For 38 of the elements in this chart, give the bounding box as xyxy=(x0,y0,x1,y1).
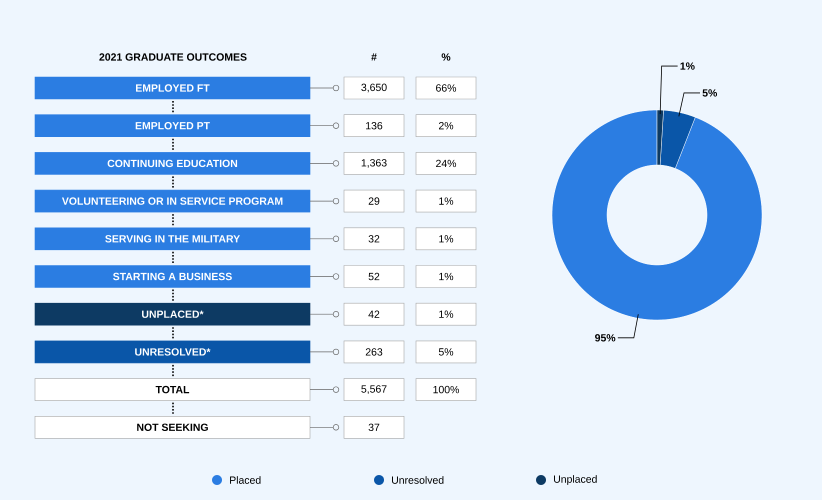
text: 136 xyxy=(366,122,382,130)
legend-label: Unresolved xyxy=(392,476,444,484)
text: 32 xyxy=(368,235,380,243)
text: 37 xyxy=(368,424,380,432)
text: 66% xyxy=(436,84,456,92)
text: 52 xyxy=(368,272,380,280)
text: 3,650 xyxy=(361,84,387,92)
text: 2021 GRADUATE OUTCOMES xyxy=(99,53,247,61)
category-label: SERVING IN THE MILITARY xyxy=(105,235,240,243)
text: 1% xyxy=(439,197,454,205)
category-label: TOTAL xyxy=(156,386,190,394)
text: 1% xyxy=(439,235,454,242)
legend-label: Placed xyxy=(230,476,261,484)
text: 1% xyxy=(439,310,454,318)
data-label: 95% xyxy=(595,334,616,342)
data-label: 1% xyxy=(680,62,695,70)
text: # xyxy=(371,53,377,61)
category-label: UNPLACED* xyxy=(142,310,204,318)
category-label: EMPLOYED PT xyxy=(136,122,210,130)
text: 1,363 xyxy=(362,159,387,168)
text: % xyxy=(442,53,450,61)
category-label: VOLUNTEERING OR IN SERVICE PROGRAM xyxy=(62,197,282,205)
data-label: 5% xyxy=(702,89,718,97)
text: 42 xyxy=(368,310,380,318)
category-label: EMPLOYED FT xyxy=(136,84,210,92)
text: 263 xyxy=(366,348,382,356)
category-label: CONTINUING EDUCATION xyxy=(108,160,238,168)
text: 100% xyxy=(433,386,459,394)
text: 1% xyxy=(439,272,454,280)
text: 2% xyxy=(438,122,454,130)
legend-label: Unplaced xyxy=(554,475,597,485)
text: 24% xyxy=(436,160,456,168)
category-label: STARTING A BUSINESS xyxy=(113,272,232,280)
text: 29 xyxy=(368,197,380,205)
category-label: NOT SEEKING xyxy=(137,424,208,432)
category-label: UNRESOLVED* xyxy=(135,348,210,356)
text: 5,567 xyxy=(361,385,387,394)
text: 5% xyxy=(438,348,454,356)
